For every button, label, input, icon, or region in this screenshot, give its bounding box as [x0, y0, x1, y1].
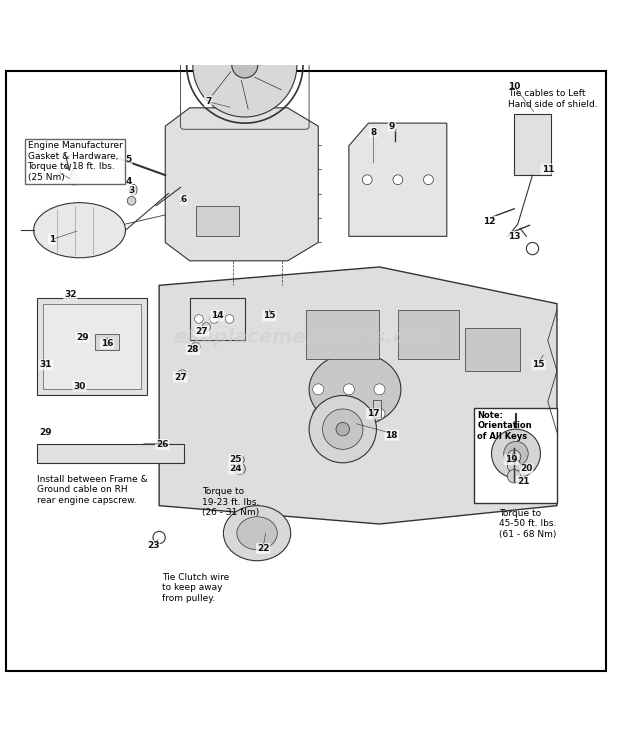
Circle shape	[503, 441, 528, 466]
Bar	[306, 310, 379, 359]
Ellipse shape	[309, 352, 401, 426]
Text: 2: 2	[55, 168, 61, 177]
Text: Torque to
19-23 ft. lbs.
(26 - 31 Nm): Torque to 19-23 ft. lbs. (26 - 31 Nm)	[202, 487, 259, 517]
Circle shape	[234, 464, 246, 474]
Polygon shape	[159, 267, 557, 524]
Text: Tie Clutch wire
to keep away
from pulley.: Tie Clutch wire to keep away from pulley…	[162, 573, 229, 603]
Text: 16: 16	[101, 339, 113, 348]
Text: 26: 26	[156, 440, 169, 449]
Bar	[37, 298, 147, 395]
Circle shape	[312, 408, 324, 419]
Text: 24: 24	[229, 464, 242, 473]
Text: 6: 6	[180, 195, 187, 204]
Circle shape	[336, 422, 350, 436]
Circle shape	[423, 175, 433, 185]
Text: 21: 21	[517, 476, 529, 486]
Text: 29: 29	[76, 333, 89, 342]
Text: eReplacementParts.com: eReplacementParts.com	[174, 328, 439, 347]
Text: 10: 10	[508, 82, 520, 91]
Text: 31: 31	[40, 361, 52, 370]
Circle shape	[127, 197, 136, 205]
Bar	[398, 310, 459, 359]
Bar	[514, 114, 551, 175]
Text: 1: 1	[49, 235, 55, 244]
Text: 3: 3	[128, 186, 135, 195]
Circle shape	[507, 459, 521, 473]
Text: 18: 18	[386, 431, 398, 440]
Circle shape	[343, 408, 355, 419]
Text: Note:
Orientation
of All Keys: Note: Orientation of All Keys	[477, 411, 532, 441]
Text: Tie cables to Left
Hand side of shield.: Tie cables to Left Hand side of shield.	[508, 90, 598, 109]
Circle shape	[236, 456, 244, 464]
Polygon shape	[349, 123, 447, 237]
Text: Torque to
45-50 ft. lbs.
(61 - 68 Nm): Torque to 45-50 ft. lbs. (61 - 68 Nm)	[499, 509, 556, 539]
Circle shape	[195, 315, 203, 324]
Circle shape	[322, 409, 363, 450]
Text: 12: 12	[484, 217, 496, 226]
Bar	[373, 400, 381, 417]
Text: 28: 28	[187, 345, 199, 354]
Circle shape	[492, 429, 541, 478]
Bar	[95, 335, 120, 349]
Text: 9: 9	[389, 122, 395, 131]
Ellipse shape	[237, 516, 277, 550]
Ellipse shape	[33, 203, 125, 257]
Circle shape	[312, 384, 324, 395]
Circle shape	[225, 315, 234, 324]
Circle shape	[507, 450, 521, 464]
Circle shape	[210, 315, 218, 324]
Bar	[43, 303, 141, 390]
Circle shape	[192, 342, 200, 351]
Circle shape	[374, 384, 385, 395]
Circle shape	[178, 370, 187, 378]
Circle shape	[362, 175, 372, 185]
Text: 19: 19	[505, 456, 517, 464]
Text: 30: 30	[73, 382, 86, 391]
Bar	[465, 328, 520, 371]
Circle shape	[507, 470, 521, 483]
Circle shape	[393, 175, 403, 185]
Text: 5: 5	[125, 155, 131, 164]
Circle shape	[202, 323, 211, 331]
Text: 23: 23	[147, 541, 159, 550]
FancyBboxPatch shape	[474, 407, 557, 502]
Text: 25: 25	[229, 456, 242, 464]
Text: 17: 17	[367, 410, 379, 418]
Text: 15: 15	[533, 361, 545, 370]
Circle shape	[232, 52, 258, 78]
Circle shape	[193, 13, 297, 117]
Polygon shape	[37, 444, 184, 463]
Bar	[190, 298, 245, 341]
Text: 15: 15	[263, 312, 275, 321]
Text: 8: 8	[370, 128, 376, 137]
Ellipse shape	[130, 184, 137, 195]
Text: 13: 13	[508, 232, 520, 241]
Circle shape	[309, 395, 376, 463]
Text: 32: 32	[64, 290, 77, 299]
Text: 7: 7	[205, 97, 211, 106]
Text: 22: 22	[257, 544, 270, 553]
Text: 27: 27	[196, 326, 208, 335]
Ellipse shape	[223, 505, 291, 561]
Polygon shape	[166, 108, 318, 261]
Bar	[196, 206, 239, 237]
Text: Install between Frame &
Ground cable on RH
rear engine capscrew.: Install between Frame & Ground cable on …	[37, 475, 148, 505]
Text: 11: 11	[541, 165, 554, 174]
Text: 20: 20	[520, 464, 533, 473]
Text: 29: 29	[40, 427, 52, 437]
Circle shape	[343, 384, 355, 395]
Text: 4: 4	[125, 177, 131, 186]
Text: Engine Manufacturer
Gasket & Hardware,
Torque to 18 ft. lbs.
(25 Nm): Engine Manufacturer Gasket & Hardware, T…	[27, 142, 122, 182]
Circle shape	[68, 174, 79, 185]
FancyBboxPatch shape	[6, 71, 606, 671]
Text: 27: 27	[174, 372, 187, 381]
Text: 14: 14	[211, 312, 224, 321]
Circle shape	[374, 408, 385, 419]
